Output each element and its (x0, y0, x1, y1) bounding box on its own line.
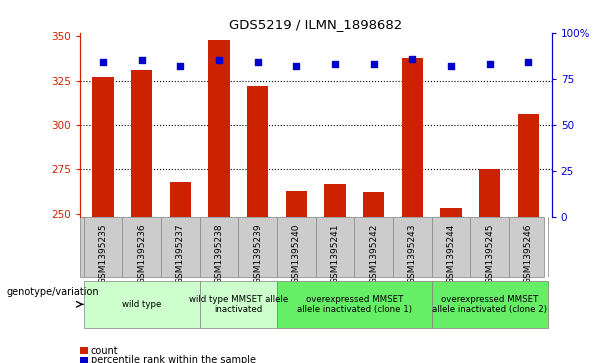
Point (137, 57, 147, 63)
Bar (363, 192, 384, 217)
Text: GSM1395241: GSM1395241 (330, 223, 340, 284)
Bar (324, 184, 346, 217)
Point (485, 61, 495, 67)
Point (446, 63, 456, 69)
Text: GSM1395235: GSM1395235 (99, 223, 107, 284)
Text: count: count (91, 346, 118, 356)
Bar (247, 86, 268, 217)
Text: GSM1395237: GSM1395237 (176, 223, 185, 284)
Point (524, 59, 533, 65)
Bar (402, 57, 423, 217)
Point (98, 59, 108, 65)
Text: percentile rank within the sample: percentile rank within the sample (91, 355, 256, 363)
Point (330, 61, 340, 67)
Point (253, 59, 262, 65)
Bar (277, 281, 432, 328)
Point (291, 63, 301, 69)
Bar (200, 281, 277, 328)
Bar (286, 191, 307, 217)
Text: GSM1395245: GSM1395245 (485, 223, 494, 284)
Point (175, 63, 185, 69)
Bar (432, 281, 548, 328)
Text: overexpressed MMSET
allele inactivated (clone 2): overexpressed MMSET allele inactivated (… (432, 295, 547, 314)
Text: wild type: wild type (122, 300, 161, 309)
Bar (131, 70, 152, 217)
Bar (83, 281, 200, 328)
Text: GSM1395239: GSM1395239 (253, 223, 262, 284)
Text: GSM1395236: GSM1395236 (137, 223, 146, 284)
Point (214, 57, 224, 63)
Title: GDS5219 / ILMN_1898682: GDS5219 / ILMN_1898682 (229, 19, 402, 32)
Text: wild type MMSET allele
inactivated: wild type MMSET allele inactivated (189, 295, 288, 314)
Text: GSM1395238: GSM1395238 (215, 223, 224, 284)
Text: overexpressed MMSET
allele inactivated (clone 1): overexpressed MMSET allele inactivated (… (297, 295, 412, 314)
Text: genotype/variation: genotype/variation (6, 287, 99, 297)
Text: GSM1395242: GSM1395242 (369, 223, 378, 284)
Text: GSM1395240: GSM1395240 (292, 223, 301, 284)
Point (369, 61, 379, 67)
Bar (479, 170, 500, 217)
Bar (441, 208, 462, 217)
Text: GSM1395246: GSM1395246 (524, 223, 533, 284)
Text: GSM1395243: GSM1395243 (408, 223, 417, 284)
Bar (170, 182, 191, 217)
Bar (518, 114, 539, 217)
Bar (93, 77, 113, 217)
Text: GSM1395244: GSM1395244 (447, 223, 455, 284)
Point (408, 56, 417, 61)
Bar (208, 40, 230, 217)
